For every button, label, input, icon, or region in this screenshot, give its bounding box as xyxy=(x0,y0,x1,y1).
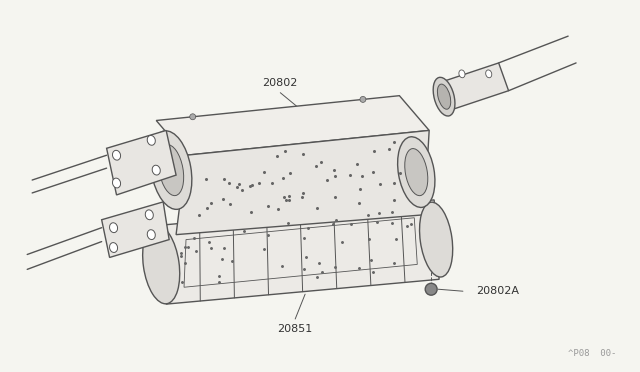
Ellipse shape xyxy=(420,202,452,277)
Text: 20802A: 20802A xyxy=(476,286,519,296)
Ellipse shape xyxy=(486,70,492,78)
Polygon shape xyxy=(166,200,439,304)
Text: 20851: 20851 xyxy=(278,324,313,334)
Ellipse shape xyxy=(152,165,160,175)
Polygon shape xyxy=(176,131,429,235)
Text: ^P08  00-: ^P08 00- xyxy=(568,349,616,358)
Ellipse shape xyxy=(397,137,435,208)
Ellipse shape xyxy=(143,225,180,304)
Ellipse shape xyxy=(425,283,437,295)
Ellipse shape xyxy=(150,131,192,209)
Ellipse shape xyxy=(437,84,451,109)
Ellipse shape xyxy=(147,230,156,240)
Polygon shape xyxy=(102,202,169,257)
Ellipse shape xyxy=(189,114,196,120)
Polygon shape xyxy=(156,96,429,155)
Polygon shape xyxy=(107,131,176,195)
Polygon shape xyxy=(439,63,509,110)
Text: 20802: 20802 xyxy=(262,78,298,88)
Ellipse shape xyxy=(159,145,184,196)
Ellipse shape xyxy=(113,178,120,188)
Ellipse shape xyxy=(404,148,428,196)
Ellipse shape xyxy=(360,96,366,102)
Ellipse shape xyxy=(113,150,120,160)
Ellipse shape xyxy=(145,210,154,220)
Ellipse shape xyxy=(433,77,455,116)
Ellipse shape xyxy=(459,70,465,78)
Ellipse shape xyxy=(147,135,156,145)
Ellipse shape xyxy=(109,223,118,232)
Ellipse shape xyxy=(109,243,118,253)
